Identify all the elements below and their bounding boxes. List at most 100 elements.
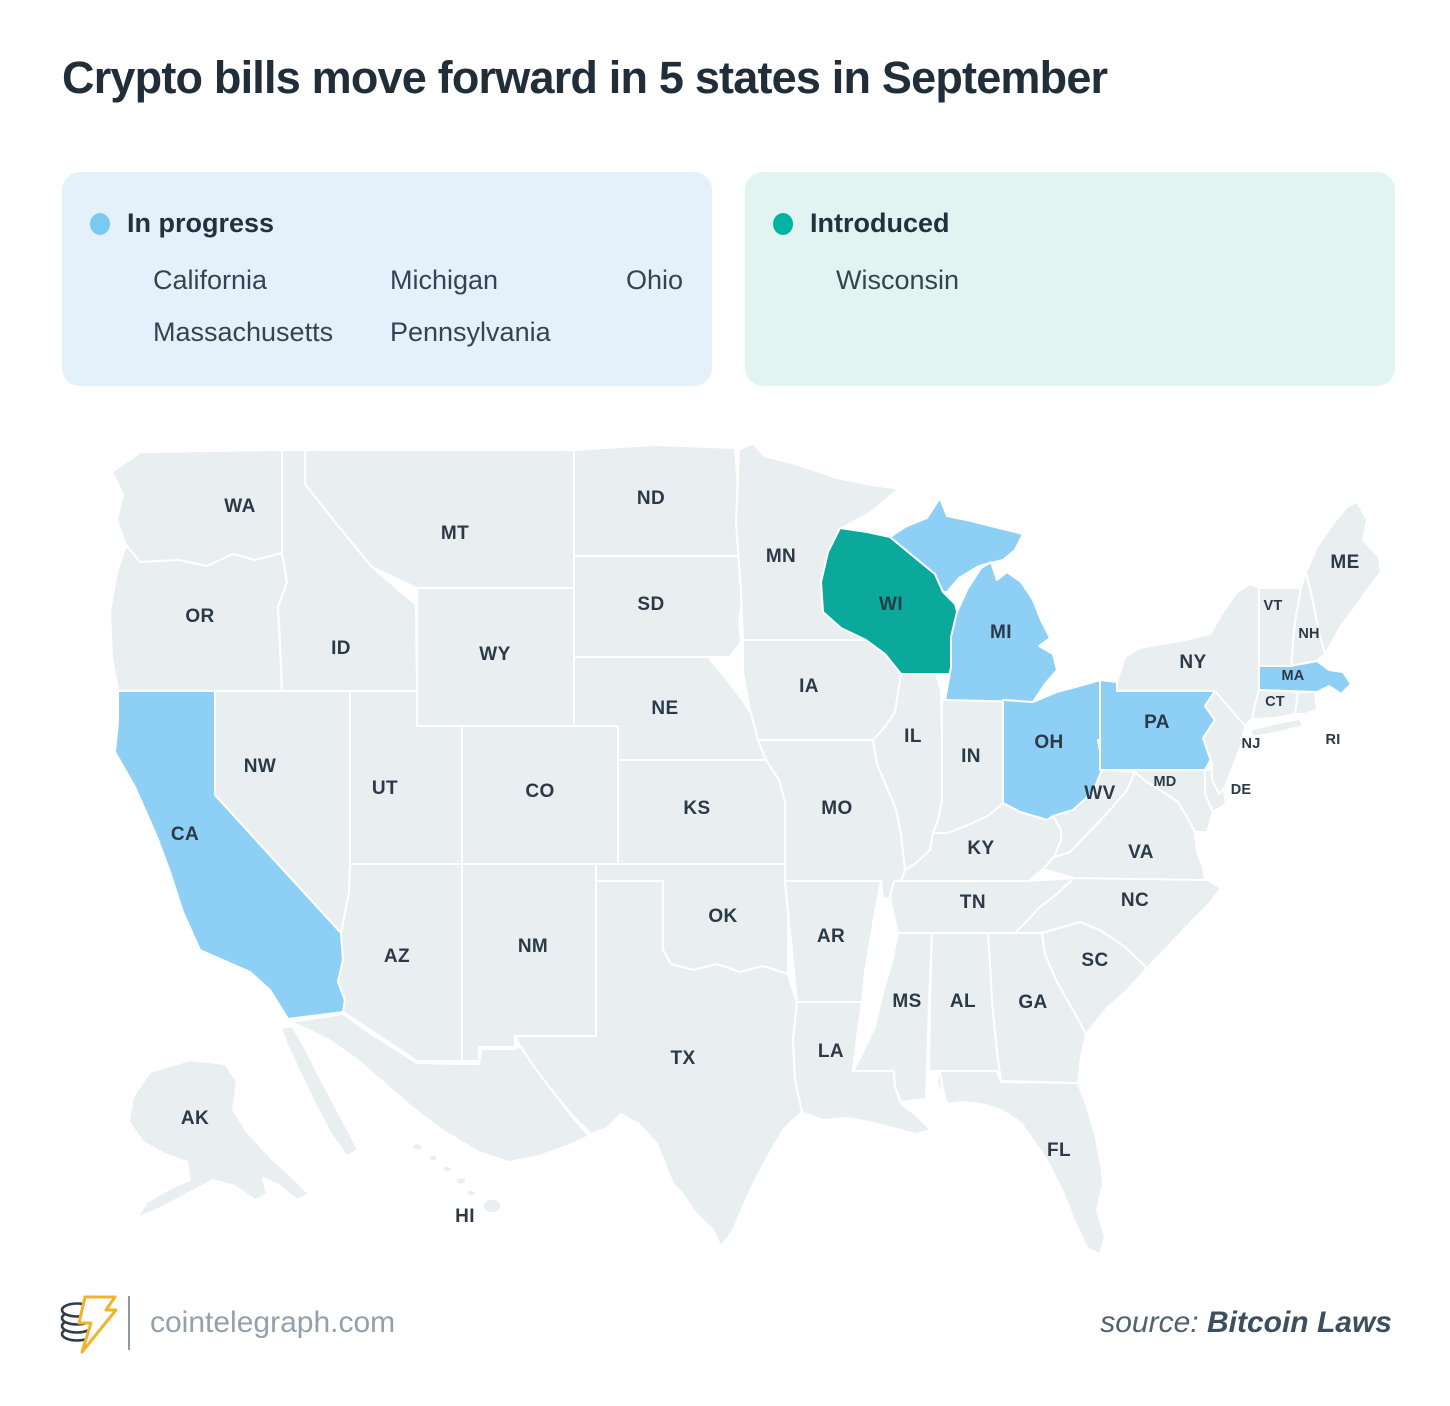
state-label-WV: WV: [1084, 783, 1115, 804]
cointelegraph-logo-icon: [60, 1295, 118, 1354]
state-NC: [1014, 877, 1222, 969]
state-NM: [461, 863, 597, 1062]
state-MI: [889, 497, 1024, 593]
state-label-SD: SD: [637, 594, 664, 615]
state-label-RI: RI: [1326, 732, 1341, 748]
state-label-CT: CT: [1265, 694, 1285, 710]
state-label-ID: ID: [331, 638, 351, 659]
footer-divider: [128, 1296, 130, 1350]
legend-in-progress-title: In progress: [127, 208, 275, 238]
state-label-WA: WA: [224, 496, 255, 517]
state-NJ: [1202, 690, 1246, 795]
state-label-ND: ND: [637, 488, 665, 509]
state-label-MO: MO: [821, 798, 852, 819]
state-label-AZ: AZ: [384, 946, 410, 967]
state-label-IN: IN: [961, 746, 981, 767]
state-label-CO: CO: [525, 781, 554, 802]
state-label-UT: UT: [372, 778, 398, 799]
state-label-AL: AL: [950, 991, 976, 1012]
legend-introduced: Introduced Wisconsin: [745, 172, 1395, 386]
state-label-FL: FL: [1047, 1140, 1071, 1161]
state-label-AR: AR: [817, 926, 845, 947]
state-label-PA: PA: [1144, 712, 1170, 733]
state-label-IL: IL: [904, 726, 922, 747]
state-HI: [442, 1165, 452, 1173]
state-NY: [1116, 583, 1260, 727]
state-HI: [455, 1176, 467, 1186]
state-IA: [742, 639, 902, 741]
legend-state: Ohio: [626, 265, 684, 295]
state-label-NE: NE: [651, 698, 678, 719]
state-label-NJ: NJ: [1242, 736, 1261, 752]
state-label-TN: TN: [960, 892, 986, 913]
state-AR: [784, 880, 882, 1003]
state-label-DE: DE: [1231, 782, 1252, 798]
legend-state: Massachusetts: [153, 317, 334, 347]
footer: cointelegraph.com source: Bitcoin Laws: [0, 1288, 1450, 1368]
neighbor-landmass: [280, 1025, 359, 1157]
legend-state: Michigan: [390, 265, 499, 295]
state-label-VA: VA: [1128, 842, 1154, 863]
state-HI: [466, 1189, 476, 1197]
state-label-MA: MA: [1282, 668, 1305, 684]
introduced-dot-icon: [773, 212, 793, 235]
state-label-WI: WI: [879, 594, 903, 615]
state-label-KY: KY: [967, 838, 994, 859]
state-WA: [111, 449, 283, 567]
legend-state: Wisconsin: [836, 265, 960, 295]
state-label-OK: OK: [708, 906, 737, 927]
footer-source-label: source:: [1100, 1306, 1199, 1339]
state-HI: [411, 1142, 423, 1152]
state-AK: [128, 1059, 310, 1219]
state-label-WY: WY: [479, 644, 510, 665]
us-choropleth-map: WA OR CA NW ID MT WY UT CO AZ NM ND SD NE KS OK TX MN IA MO…: [90, 442, 1390, 1278]
state-ME: [1305, 501, 1382, 655]
legend-introduced-states: Wisconsin: [836, 265, 1365, 296]
legend-state: California: [153, 265, 268, 295]
state-label-NH: NH: [1298, 626, 1319, 642]
state-TX: [514, 880, 803, 1248]
footer-site-url: cointelegraph.com: [150, 1306, 396, 1339]
state-label-NM: NM: [518, 936, 548, 957]
legend-in-progress: In progress California Michigan Ohio Massac…: [62, 172, 712, 386]
state-label-LA: LA: [818, 1041, 844, 1062]
state-RI: [1294, 691, 1318, 715]
state-MS: [852, 932, 933, 1103]
state-label-MS: MS: [892, 991, 921, 1012]
neighbor-landmass: [290, 1013, 590, 1163]
legend-state: Pennsylvania: [390, 317, 551, 347]
state-label-SC: SC: [1081, 950, 1108, 971]
state-label-NV: NW: [244, 756, 276, 777]
state-label-GA: GA: [1018, 992, 1047, 1013]
state-label-MN: MN: [766, 546, 796, 567]
state-label-VT: VT: [1264, 598, 1283, 614]
state-label-AK: AK: [181, 1108, 209, 1129]
state-label-NY: NY: [1179, 652, 1206, 673]
state-label-ME: ME: [1330, 552, 1359, 573]
state-label-CA: CA: [171, 824, 199, 845]
state-NY: [1249, 718, 1304, 738]
state-MA: [1258, 660, 1352, 695]
footer-source-name: Bitcoin Laws: [1206, 1306, 1392, 1339]
page-title: Crypto bills move forward in 5 states in…: [62, 52, 1108, 103]
state-label-MI: MI: [990, 622, 1012, 643]
state-label-OR: OR: [185, 606, 214, 627]
legend-in-progress-states: California Michigan Ohio Massachusetts Penns…: [153, 265, 684, 348]
state-label-MD: MD: [1154, 774, 1177, 790]
state-WV: [1052, 739, 1136, 858]
state-label-KS: KS: [683, 798, 710, 819]
legend-introduced-title: Introduced: [810, 208, 950, 238]
state-label-MT: MT: [441, 523, 469, 544]
state-HI: [482, 1198, 502, 1214]
state-label-IA: IA: [799, 676, 819, 697]
legend-in-progress-header: In progress: [90, 208, 682, 239]
state-FL: [939, 1070, 1106, 1255]
state-HI: [428, 1154, 438, 1162]
footer-source: source: Bitcoin Laws: [1100, 1306, 1392, 1340]
state-label-OH: OH: [1034, 732, 1063, 753]
state-MI: [944, 561, 1058, 703]
state-label-TX: TX: [670, 1048, 695, 1069]
state-label-HI: HI: [455, 1206, 475, 1227]
in-progress-dot-icon: [90, 212, 110, 235]
